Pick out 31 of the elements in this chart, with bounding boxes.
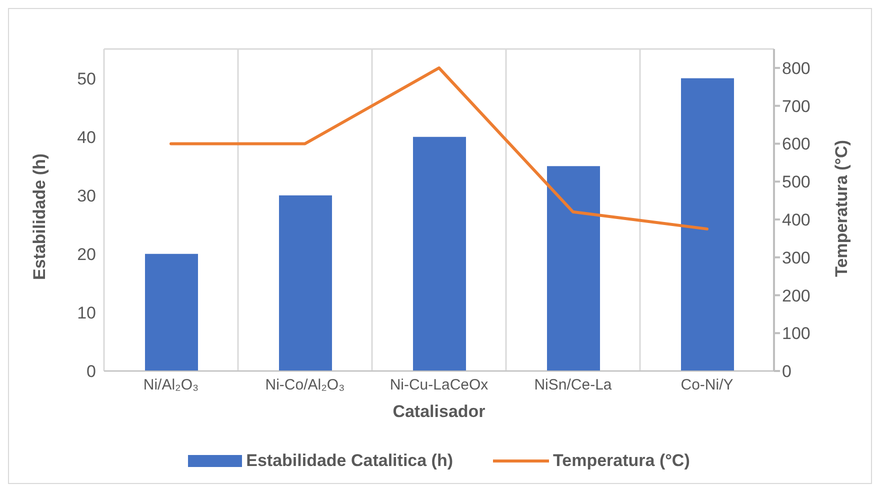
bar [413, 136, 466, 371]
y2-axis-title: Temperatura (°C) [832, 140, 852, 277]
y2-tick-label: 700 [782, 96, 810, 116]
y2-tick-label: 200 [782, 286, 810, 306]
bar [145, 254, 198, 371]
y-tick-label: 30 [77, 186, 96, 206]
y-tick-label: 10 [77, 303, 96, 322]
line-series [170, 66, 708, 230]
y2-tick-label: 100 [782, 324, 810, 344]
x-tick-label: Ni-Co/Al₂O₃ [265, 376, 345, 394]
y2-tick-label: 300 [782, 248, 810, 268]
y2-tick-label: 600 [782, 134, 810, 154]
y2-tick-label: 800 [782, 58, 810, 78]
x-tick-label: Ni/Al₂O₃ [143, 376, 199, 394]
bar [547, 166, 600, 371]
y-tick-label: 40 [77, 128, 96, 147]
x-tick-label: Co-Ni/Y [680, 376, 734, 394]
bar [681, 78, 734, 371]
legend-label: Temperatura (°C) [553, 451, 690, 471]
bar [279, 195, 332, 371]
y-axis-title: Estabilidade (h) [30, 153, 50, 280]
legend-label: Estabilidade Catalitica (h) [246, 451, 454, 471]
y2-tick-label: 0 [782, 362, 792, 382]
x-tick-label: Ni-Cu-LaCeOx [390, 376, 489, 394]
y-tick-label: 20 [77, 244, 96, 264]
y-tick-label: 50 [77, 69, 96, 88]
y-tick-label: 0 [86, 362, 96, 382]
x-axis-title: Catalisador [392, 402, 486, 421]
y2-tick-label: 500 [782, 172, 810, 192]
x-tick-label: NiSn/Ce-La [534, 376, 612, 394]
y2-tick-label: 400 [782, 210, 810, 230]
